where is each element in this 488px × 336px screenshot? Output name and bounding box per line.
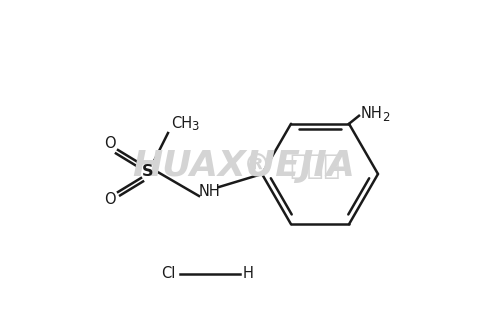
Text: H: H [243,266,253,282]
Text: O: O [104,192,116,207]
Text: NH: NH [199,184,221,200]
Text: S: S [142,164,154,178]
Text: CH: CH [171,116,192,130]
Text: 2: 2 [382,111,389,124]
Text: 3: 3 [191,121,199,133]
Text: Cl: Cl [161,266,175,282]
Text: HUAXUEJIA: HUAXUEJIA [133,149,355,183]
Text: O: O [104,135,116,151]
Text: ®  化学加: ® 化学加 [147,152,341,180]
Text: NH: NH [361,106,383,121]
